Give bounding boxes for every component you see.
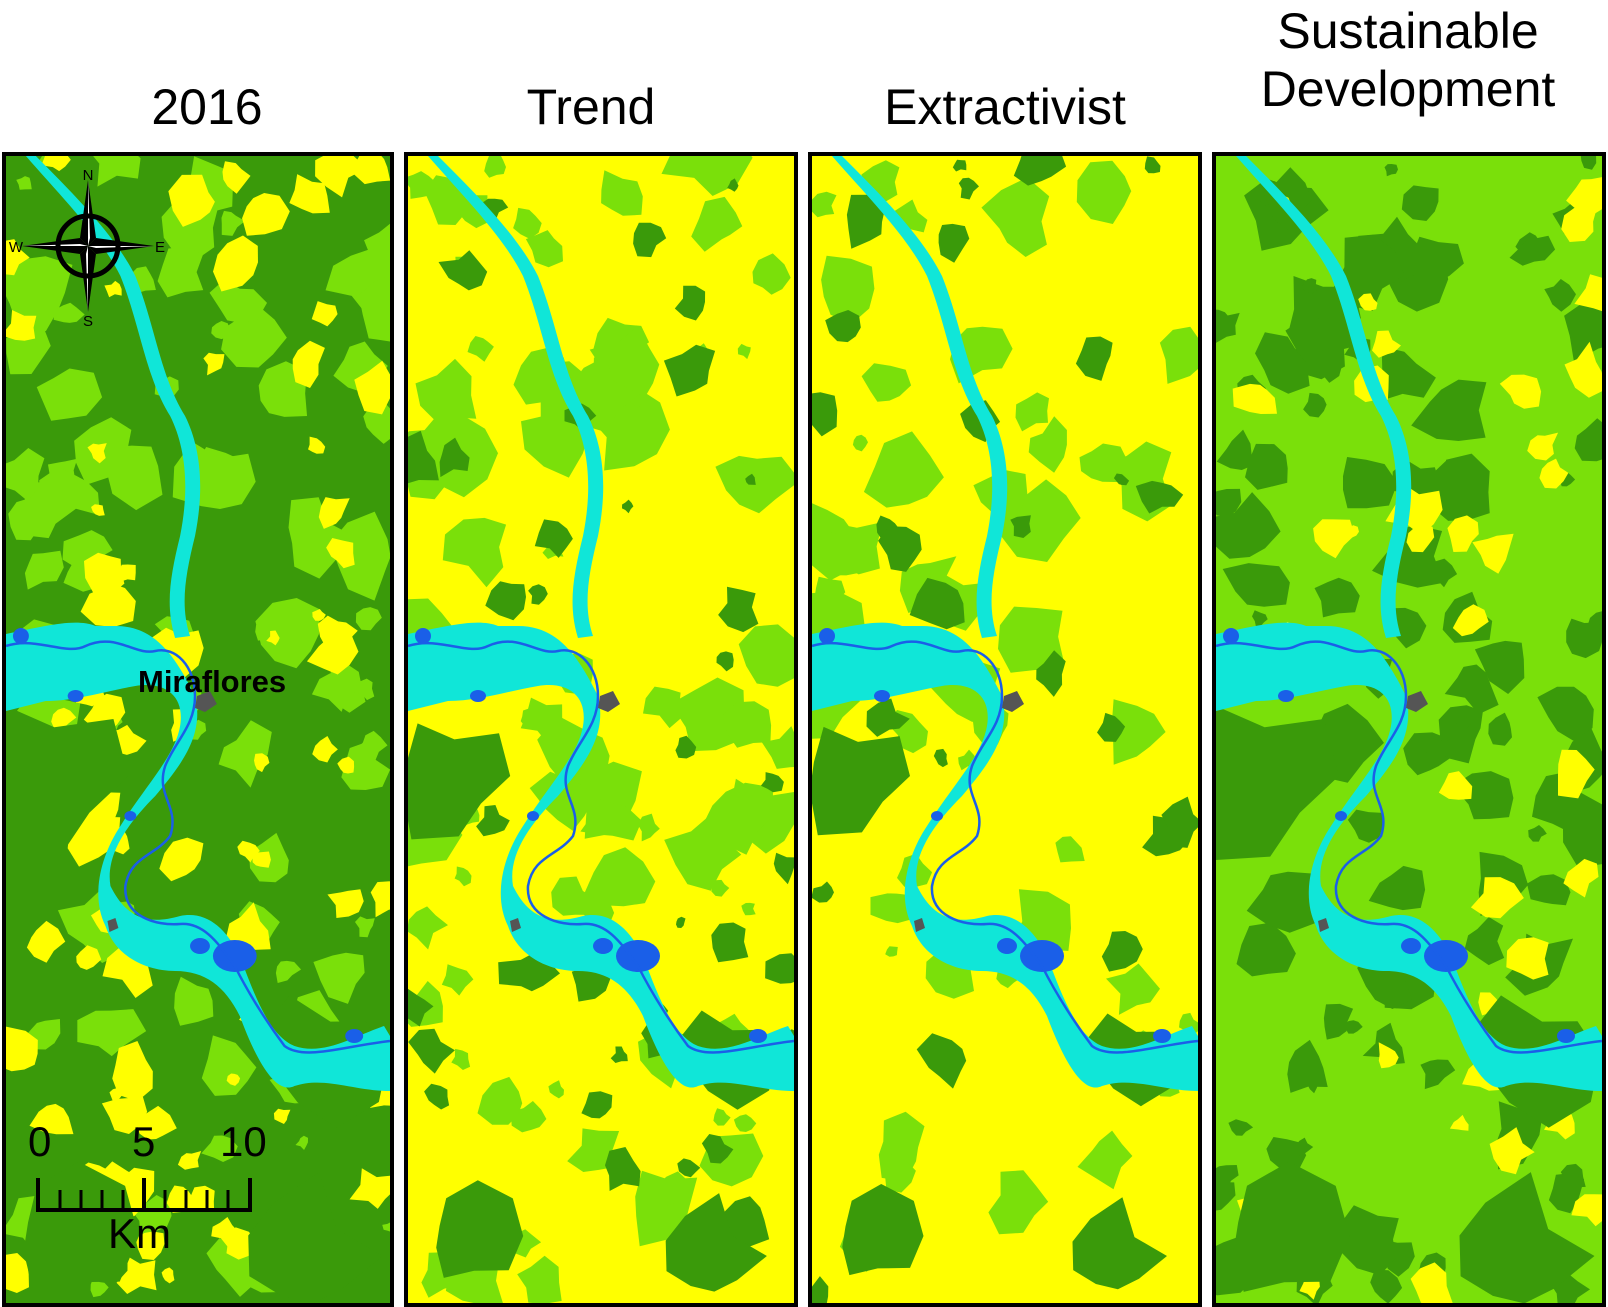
urban-area-secondary xyxy=(510,918,521,932)
tributary xyxy=(428,156,604,638)
scale-unit-label: Km xyxy=(108,1210,171,1257)
town-label-miraflores: Miraflores xyxy=(138,664,287,699)
scale-bar: 0 5 10 Km xyxy=(24,1118,274,1268)
lakes xyxy=(415,628,767,1043)
scale-tick-label-5: 5 xyxy=(132,1118,156,1165)
compass-north-label: N xyxy=(83,167,94,184)
map-panel-sustainable-development xyxy=(1212,152,1606,1307)
land-cover-map xyxy=(1216,156,1602,1303)
urban-area-secondary xyxy=(914,918,925,932)
urban-area-secondary xyxy=(1318,918,1329,932)
urban-area-miraflores xyxy=(1406,691,1428,712)
river-line xyxy=(1216,640,1602,1054)
lakes xyxy=(819,628,1171,1043)
panel-title-trend: Trend xyxy=(526,79,656,135)
compass-rose-icon: N S E W xyxy=(9,167,165,326)
land-cover-patches-dark xyxy=(812,156,1198,1303)
floodplain xyxy=(408,622,794,1091)
lakes xyxy=(1223,628,1575,1043)
tributary xyxy=(1236,156,1412,638)
scale-bar-ruler xyxy=(36,1178,252,1212)
land-cover-patches-dark xyxy=(1216,156,1602,1303)
tributary xyxy=(832,156,1008,638)
map-panel-2016 xyxy=(2,152,394,1307)
lakes xyxy=(12,628,364,1043)
floodplain xyxy=(812,622,1198,1091)
scale-tick-label-0: 0 xyxy=(28,1118,52,1165)
land-cover-map xyxy=(6,156,390,1303)
river-line xyxy=(6,640,390,1054)
compass-east-label: E xyxy=(155,239,165,256)
floodplain xyxy=(1216,622,1602,1091)
tributary xyxy=(25,156,201,638)
compass-west-label: W xyxy=(9,239,24,256)
compass-south-label: S xyxy=(83,313,93,326)
panel-title-extractivist: Extractivist xyxy=(884,79,1126,135)
map-panel-extractivist xyxy=(808,152,1202,1307)
urban-area-secondary xyxy=(107,918,119,932)
land-cover-map xyxy=(408,156,794,1303)
floodplain xyxy=(6,622,390,1091)
river-line xyxy=(812,640,1198,1054)
scale-tick-label-10: 10 xyxy=(220,1118,267,1165)
urban-area-miraflores xyxy=(598,691,620,712)
panel-title-2016: 2016 xyxy=(151,79,263,135)
urban-area-miraflores xyxy=(195,691,217,712)
panel-title-sustainable-development: Sustainable Development xyxy=(1260,3,1556,117)
map-panel-trend xyxy=(404,152,798,1307)
river-line xyxy=(408,640,794,1054)
urban-area-miraflores xyxy=(1002,691,1024,712)
land-cover-map xyxy=(812,156,1198,1303)
